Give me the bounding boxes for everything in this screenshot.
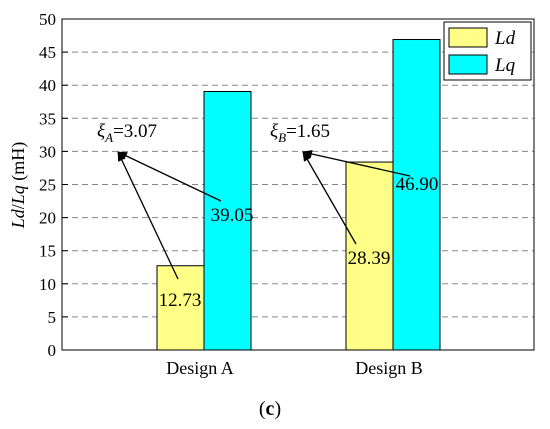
legend-swatch-ld (448, 27, 488, 48)
value-label: 46.90 (396, 174, 439, 195)
y-axis-label: Ld/Lq (mH) (8, 142, 29, 230)
legend-label: Lq (494, 55, 516, 76)
value-label: 39.05 (211, 205, 254, 226)
legend-label: Ld (494, 28, 516, 49)
x-tick-label: Design B (355, 358, 423, 378)
y-tick-label: 20 (39, 209, 56, 228)
value-labels: 12.73 28.39 39.05 46.90 (159, 174, 439, 311)
y-tick-label: 30 (39, 142, 56, 161)
x-tick-label: Design A (166, 358, 234, 378)
xi-annotation: ξA=3.07 (97, 121, 157, 145)
xi-annotation: ξB=1.65 (270, 121, 330, 145)
y-tick-label: 35 (39, 109, 56, 128)
annotation-arrow (117, 151, 179, 280)
annotation-arrow (117, 151, 222, 202)
y-tick-label: 25 (39, 176, 56, 195)
y-tick-label: 10 (39, 275, 56, 294)
legend-swatch-lq (448, 54, 488, 75)
value-label: 12.73 (159, 290, 202, 311)
figure-caption: (c) (259, 398, 281, 420)
y-axis: 0 5 10 15 20 25 30 35 40 45 50 (39, 10, 68, 360)
annotation-arrow (302, 151, 357, 245)
annotations: ξA=3.07 ξB=1.65 (97, 121, 411, 280)
y-tick-label: 45 (39, 43, 56, 62)
y-tick-label: 5 (48, 308, 57, 327)
y-tick-label: 40 (39, 76, 56, 95)
x-axis: Design A Design B (166, 345, 423, 378)
value-label: 28.39 (348, 248, 391, 269)
y-tick-label: 0 (48, 341, 57, 360)
y-tick-label: 50 (39, 10, 56, 29)
annotation-arrow (302, 150, 411, 177)
y-tick-label: 15 (39, 242, 56, 261)
legend: Ld Lq (443, 21, 532, 81)
bars (156, 39, 441, 351)
